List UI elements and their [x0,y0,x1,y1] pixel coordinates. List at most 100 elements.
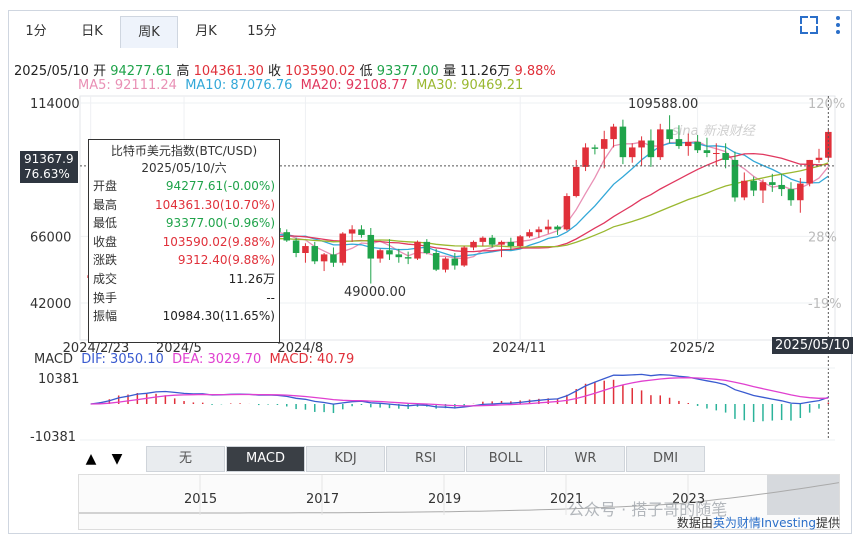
dea-legend: DEA: 3029.70 [172,352,262,367]
price-tooltip: 比特币美元指数(BTC/USD) 2025/05/10/六 开盘 94277.61… [88,139,280,343]
tooltip-value: 94277.61(-0.00%) [165,179,275,193]
credit-brand[interactable]: 英为财情Investing [712,516,816,530]
tab-1min[interactable]: 1分 [25,24,47,39]
candle-body [572,166,580,197]
y-tick-label: 42000 [30,297,71,312]
dea-line [90,377,829,407]
indicator-wr[interactable]: WR [546,446,625,472]
candle-body [414,241,421,259]
high-label: 高 [176,64,190,79]
candle-body [769,182,776,185]
candle-body [628,147,636,158]
ma30-legend: MA30: 90469.21 [416,78,524,93]
tooltip-title: 比特币美元指数(BTC/USD) [110,144,258,158]
scroll-down-icon[interactable]: ▼ [111,451,123,467]
navigator-svg[interactable]: 2015 2017 2019 2021 2023 [79,475,840,529]
candle-body [339,233,347,263]
candle-body [348,229,356,234]
candle-body [778,184,785,190]
navigator-year-label: 2021 [550,492,583,507]
range-navigator[interactable]: 2015 2017 2019 2021 2023 [78,474,840,530]
candle-body [750,180,757,191]
tooltip-value: -- [266,290,275,305]
tooltip-label: 涨跌 [93,253,118,268]
tooltip-row: 最低 93377.00(-0.96%) [93,214,275,233]
candle-body [498,241,505,245]
indicator-macd[interactable]: MACD [226,446,305,472]
x-tick-label: 2024/2/23 [63,341,130,356]
fullscreen-icon[interactable] [800,16,818,34]
candle-body [675,139,683,147]
tab-15min[interactable]: 15分 [247,24,277,39]
candle-body [685,141,692,147]
macd-max-label: 10381 [38,372,79,387]
tooltip-label: 换手 [93,290,118,305]
navigator-year-label: 2023 [672,492,705,507]
cursor-price: 91367.9 [24,152,74,166]
tooltip-value: 104361.30(10.70%) [154,197,275,212]
data-credit: 数据由英为财情Investing提供 [677,514,840,531]
candle-body [442,258,449,270]
y-pct-label: 28% [808,230,837,245]
candle-body [713,153,720,154]
candle-body [302,246,309,253]
candle-body [460,247,468,266]
candle-body [432,253,440,270]
tooltip-value: 9312.40(9.88%) [177,253,275,268]
period-tabs: 1分 日K 周K 月K 15分 [8,16,290,48]
navigator-year-label: 2019 [428,492,461,507]
tooltip-label: 成交 [93,271,118,286]
cursor-pct: 76.63% [24,167,70,181]
more-menu-icon[interactable] [836,16,840,34]
tooltip-row: 振幅 10984.30(11.65%) [93,307,275,326]
candle-body [423,241,431,253]
candle-body [554,226,561,230]
tooltip-row: 开盘 94277.61(-0.00%) [93,177,275,196]
tooltip-label: 最低 [93,216,118,231]
tab-daily[interactable]: 日K [81,24,103,39]
change-pct: 9.88% [514,64,556,79]
indicator-none[interactable]: 无 [146,446,225,472]
candle-body [806,159,813,184]
toolbar [800,16,840,34]
candle-body [563,196,571,230]
candle-body [292,240,300,253]
dif-legend: DIF: 3050.10 [81,352,164,367]
candle-body [367,234,375,259]
x-tick-label: 2024/5 [156,341,202,356]
macd-min-label: -10381 [30,430,76,445]
candle-body [470,241,477,248]
candle-body [815,157,823,160]
candle-body [722,153,729,160]
indicator-kdj[interactable]: KDJ [306,446,385,472]
x-tick-label: 2024/11 [492,341,546,356]
indicator-boll[interactable]: BOLL [466,446,545,472]
candle-body [647,140,655,158]
tab-weekly[interactable]: 周K [120,16,178,48]
tooltip-row: 换手 -- [93,289,275,308]
low-annotation: 49000.00 [344,285,406,300]
candle-body [797,183,804,201]
ma10-legend: MA10: 87076.76 [185,78,293,93]
low-value: 93377.00 [376,64,439,79]
candle-body [358,229,365,235]
scroll-up-icon[interactable]: ▲ [85,451,97,467]
candle-body [731,159,739,198]
tab-monthly[interactable]: 月K [195,24,217,39]
tooltip-value: 93377.00(-0.96%) [165,216,275,231]
open-label: 开 [93,64,107,79]
candle-body [320,254,328,262]
candle-body [582,147,589,167]
macd-value-legend: MACD: 40.79 [269,352,355,367]
navigator-year-label: 2017 [306,492,339,507]
tooltip-value: 10984.30(11.65%) [162,309,275,324]
plot-area [79,95,836,341]
indicator-dmi[interactable]: DMI [626,446,705,472]
indicator-rsi[interactable]: RSI [386,446,465,472]
candle-body [787,189,795,201]
macd-legend: MACD DIF: 3050.10 DEA: 3029.70 MACD: 40.… [34,352,354,367]
x-tick-label: 2024/8 [277,341,323,356]
high-annotation: 109588.00 [628,97,698,112]
credit-suffix: 提供 [815,516,840,530]
